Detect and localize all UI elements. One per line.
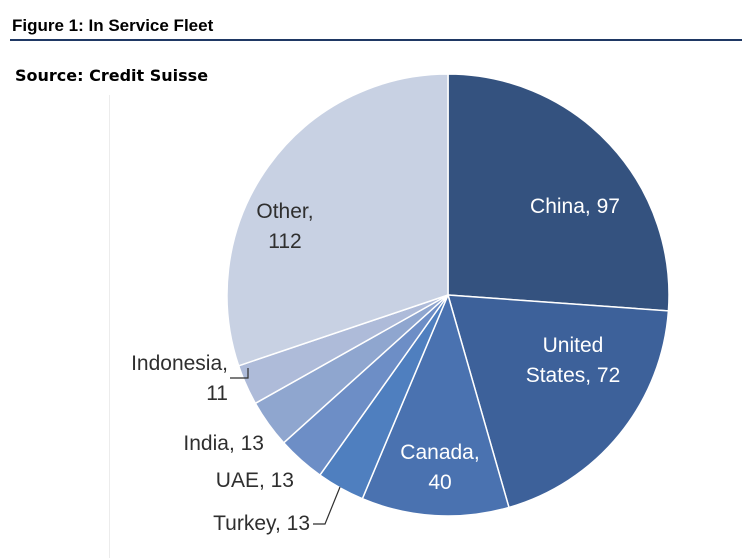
slice-label-line: India, 13: [183, 432, 264, 455]
slice-label-line: States, 72: [526, 364, 621, 387]
pie-slices: [226, 73, 670, 517]
slice-label-line: Other,: [256, 200, 313, 223]
leader-line-indonesia: [230, 368, 249, 379]
slice-labels: China, 97 United States, 72 Canada, 40 Turkey…: [131, 195, 620, 535]
pie-slice-united-states: [446, 294, 670, 509]
leader-lines: [230, 368, 341, 525]
slice-label-indonesia: Indonesia, 11: [131, 352, 228, 405]
slice-label-line: 40: [428, 471, 451, 494]
slice-label-india: India, 13: [183, 432, 264, 455]
slice-label-line: United: [543, 334, 604, 357]
title-divider: [10, 39, 742, 41]
source-note: Source: Credit Suisse: [15, 66, 209, 85]
slice-label-line: 112: [268, 230, 301, 253]
slice-label-united-states: United States, 72: [526, 334, 621, 387]
slice-label-line: 11: [206, 382, 228, 405]
chart-frame-edge: [109, 95, 110, 558]
slice-label-line: Turkey, 13: [213, 512, 310, 535]
slice-label-turkey: Turkey, 13: [213, 512, 310, 535]
slice-label-line: UAE, 13: [216, 469, 294, 492]
pie-slice-other: [226, 73, 449, 367]
slice-label-canada: Canada, 40: [400, 441, 479, 494]
slice-label-line: Indonesia,: [131, 352, 228, 375]
slice-label-line: Canada,: [400, 441, 479, 464]
pie-slice-china: [447, 73, 670, 312]
slice-label-line: China, 97: [530, 195, 620, 218]
pie-slice-canada: [361, 292, 510, 517]
slice-label-other: Other, 112: [256, 200, 313, 253]
leader-line-turkey: [313, 486, 341, 525]
figure-title: Figure 1: In Service Fleet: [12, 16, 214, 35]
slice-label-china: China, 97: [530, 195, 620, 218]
slice-label-uae: UAE, 13: [216, 469, 294, 492]
